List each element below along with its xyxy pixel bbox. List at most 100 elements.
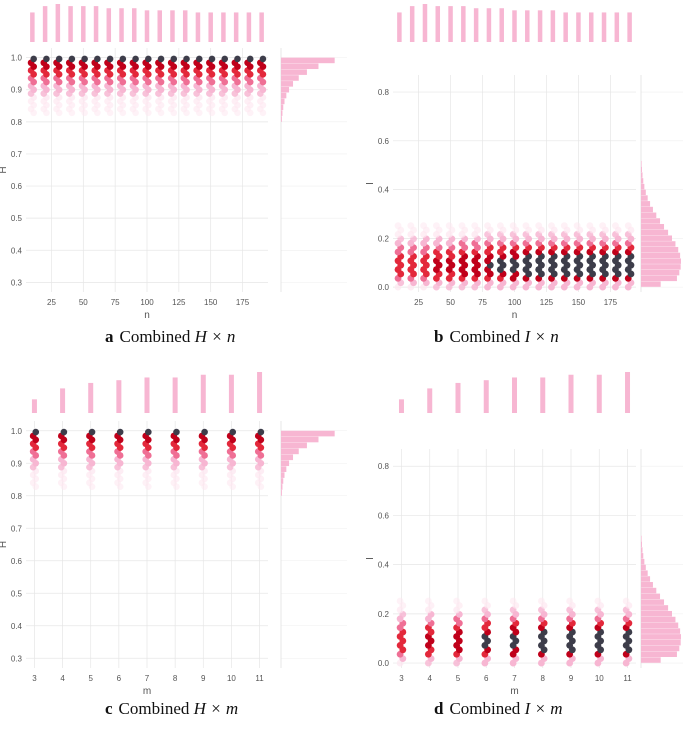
marginal-x-bar	[568, 374, 574, 413]
hexbin-cell	[548, 222, 555, 230]
marginal-x-bar	[221, 12, 226, 42]
marginal-y-bar	[641, 241, 676, 247]
marginal-y-bar	[281, 86, 290, 93]
hexbin-cell	[458, 222, 466, 230]
marginal-x-bar	[427, 388, 433, 413]
hexbin-cell	[453, 597, 461, 605]
hexbin-cell	[612, 222, 619, 230]
y-tick-label: 0.8	[11, 118, 23, 127]
marginal-y-bar	[641, 178, 644, 184]
marginal-x-bar	[550, 10, 556, 43]
marginal-y-bar	[641, 201, 651, 207]
x-tick-label: 6	[117, 674, 122, 683]
marginal-x-bar	[422, 4, 428, 42]
marginal-y-bar	[641, 587, 657, 594]
x-tick-label: 4	[60, 674, 65, 683]
x-axis-label: m	[143, 686, 151, 697]
y-tick-label: 1.0	[11, 54, 23, 63]
y-tick-label: 0.0	[378, 283, 390, 292]
marginal-x-bar	[537, 10, 543, 43]
hexbin-cell	[407, 222, 415, 230]
marginal-y-bar	[641, 160, 642, 167]
marginal-y-bar	[641, 605, 669, 611]
marginal-x-bar	[435, 6, 441, 43]
x-tick-label: 75	[111, 298, 120, 307]
y-tick-label: 0.9	[11, 459, 23, 468]
marginal-y-bar	[641, 218, 661, 224]
marginal-x-bar	[200, 374, 206, 413]
marginal-y-bar	[641, 558, 645, 565]
caption-text: Combined	[119, 327, 191, 346]
caption-text: Combined	[118, 699, 190, 718]
marginal-y-bar	[641, 189, 646, 196]
marginal-y-bar	[281, 104, 284, 111]
x-tick-label: 125	[540, 298, 554, 307]
marginal-x-bar	[625, 372, 631, 413]
caption-a: a Combined H × n	[105, 327, 235, 347]
marginal-y-bar	[281, 63, 319, 70]
caption-math: H × n	[194, 327, 236, 346]
marginal-y-bar	[281, 57, 335, 64]
marginal-y-bar	[641, 582, 653, 588]
hexbin-cell	[234, 55, 241, 63]
marginal-y-bar	[641, 195, 648, 201]
marginal-x-bar	[512, 10, 517, 43]
marginal-y-bar	[641, 553, 644, 559]
marginal-y-bar	[641, 246, 679, 253]
caption-text: Combined	[449, 327, 521, 346]
marginal-y-bar	[641, 645, 680, 652]
marginal-y-bar	[641, 657, 661, 663]
marginal-x-bar	[228, 374, 234, 413]
marginal-x-bar	[42, 6, 48, 43]
hexbin-cell	[195, 55, 203, 63]
marginal-y-bar	[641, 616, 676, 623]
x-tick-label: 8	[541, 674, 546, 683]
marginal-x-bar	[461, 6, 466, 43]
chart-panel-b: 0.0 0.2 0.4 0.6 0.8 25 50 75 100 125 150 175 n I	[365, 4, 683, 321]
marginal-y-bar	[641, 166, 642, 173]
y-tick-label: 0.6	[378, 137, 390, 146]
x-axis-label: n	[512, 310, 518, 321]
x-tick-label: 25	[414, 298, 423, 307]
marginal-x-bar	[257, 372, 263, 413]
hexbin-cell	[509, 597, 517, 605]
hexbin-cell	[396, 597, 404, 605]
hexbin-cell	[394, 222, 402, 230]
x-tick-label: 100	[140, 298, 154, 307]
hexbin-cell	[183, 55, 190, 63]
hexbin-cell	[259, 55, 267, 63]
x-tick-label: 25	[47, 298, 56, 307]
caption-text: Combined	[449, 699, 521, 718]
x-axis-label: m	[510, 686, 518, 697]
marginal-y-bar	[281, 92, 287, 99]
x-tick-label: 175	[236, 298, 250, 307]
marginal-y-bar	[281, 81, 294, 87]
marginal-y-bar	[641, 206, 653, 213]
marginal-x-bar	[601, 12, 607, 42]
marginal-y-bar	[641, 172, 643, 178]
marginal-x-bar	[596, 374, 602, 413]
marginal-y-bar	[281, 472, 285, 478]
hexbin-cell	[246, 55, 254, 63]
marginal-x-bar	[473, 8, 479, 43]
y-tick-label: 0.4	[378, 186, 390, 195]
marginal-y-bar	[641, 593, 661, 600]
y-tick-label: 0.2	[378, 610, 390, 619]
marginal-x-bar	[31, 399, 37, 413]
marginal-y-bar	[641, 264, 681, 270]
y-tick-label: 0.7	[11, 150, 23, 159]
marginal-x-bar	[55, 4, 61, 42]
marginal-x-bar	[486, 8, 492, 43]
marginal-x-bar	[132, 8, 137, 43]
hexbin-cell	[88, 428, 96, 436]
hexbin-cell	[145, 55, 152, 63]
marginal-x-bar	[397, 12, 402, 42]
hexbin-cell	[573, 222, 581, 230]
marginal-y-bar	[641, 639, 681, 646]
marginal-y-bar	[641, 651, 677, 657]
x-tick-label: 5	[88, 674, 93, 683]
hexbin-cell	[68, 55, 76, 63]
hexbin-cell	[484, 222, 491, 230]
caption-label: c	[105, 699, 113, 718]
